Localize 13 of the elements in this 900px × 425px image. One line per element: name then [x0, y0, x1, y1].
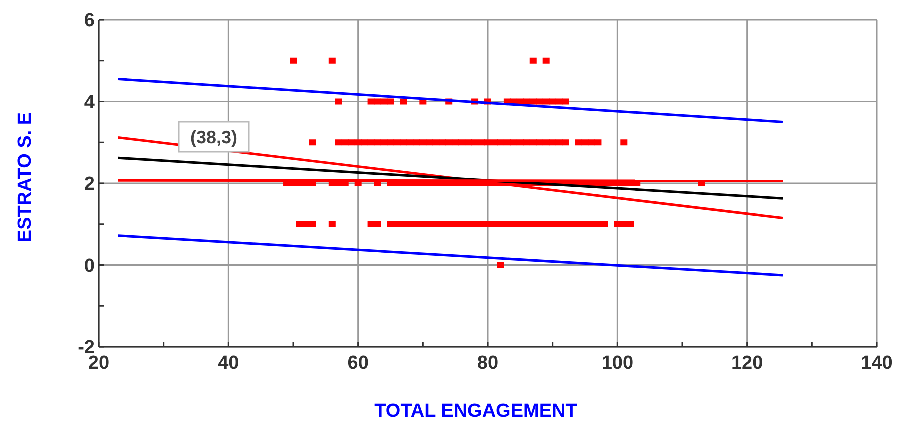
y-tick-label: 0: [84, 256, 95, 277]
annotation: (38,3): [190, 127, 238, 148]
y-tick-label: 4: [84, 92, 96, 114]
x-tick-label: 60: [348, 353, 369, 374]
x-tick-label: 120: [731, 353, 764, 374]
x-tick-label: 40: [218, 353, 240, 374]
y-axis-title: ESTRATO S. E: [15, 112, 36, 243]
x-tick-label: 80: [477, 353, 499, 374]
x-axis-title: TOTAL ENGAGEMENT: [374, 401, 578, 422]
y-tick-label: 2: [84, 174, 95, 196]
x-tick-label: 100: [602, 353, 634, 374]
y-tick-label: 6: [84, 10, 95, 32]
x-tick-label: 140: [861, 353, 893, 374]
